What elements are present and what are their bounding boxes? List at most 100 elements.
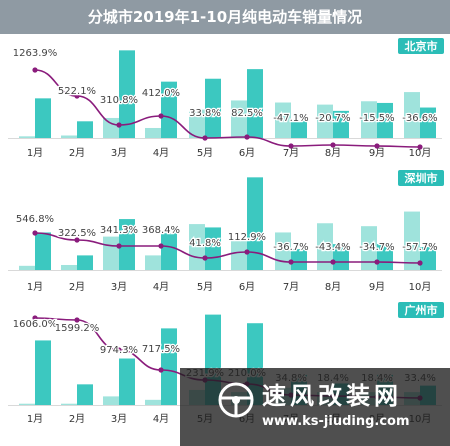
growth-point <box>32 315 38 321</box>
x-tick-label: 5月 <box>197 147 213 159</box>
growth-label: 310.8% <box>100 95 138 106</box>
page-title: 分城市2019年1-10月纯电动车销量情况 <box>87 8 363 26</box>
bar-light <box>19 136 35 138</box>
bar-light <box>103 117 119 138</box>
bar-light <box>145 127 161 138</box>
growth-point <box>202 255 208 261</box>
bar-light <box>189 109 205 138</box>
bar-dark <box>119 358 135 405</box>
growth-label: 112.9% <box>228 232 266 243</box>
growth-label: 41.8% <box>189 238 221 249</box>
bar-light <box>61 403 77 405</box>
bar-dark <box>35 340 51 405</box>
growth-label: -15.5% <box>359 113 394 124</box>
bar-dark <box>35 98 51 138</box>
growth-point <box>244 249 250 255</box>
growth-point <box>116 347 122 353</box>
growth-label: -36.6% <box>402 113 437 124</box>
bar-light <box>61 264 77 270</box>
bar-dark <box>333 244 349 270</box>
x-tick-label: 1月 <box>27 281 43 293</box>
growth-label: 33.8% <box>189 108 221 119</box>
city-tag-bg <box>398 170 444 186</box>
bar-light <box>361 101 377 138</box>
bar-dark <box>377 244 393 270</box>
x-tick-label: 9月 <box>369 281 385 293</box>
growth-label: 322.5% <box>58 228 96 239</box>
x-tick-label: 8月 <box>325 147 341 159</box>
bar-light <box>19 265 35 270</box>
x-tick-label: 2月 <box>69 281 85 293</box>
x-tick-label: 4月 <box>153 147 169 159</box>
growth-label: 82.5% <box>231 108 263 119</box>
growth-point <box>116 243 122 249</box>
growth-point <box>74 317 80 323</box>
watermark-bg <box>180 368 450 446</box>
x-tick-label: 8月 <box>325 281 341 293</box>
growth-label: 412.0% <box>142 88 180 99</box>
x-tick-label: 10月 <box>409 147 432 159</box>
watermark: 速风改装网 www.ks-jiuding.com <box>180 368 450 446</box>
city-tag-bg <box>398 302 444 318</box>
bar-light <box>145 255 161 270</box>
growth-point <box>32 230 38 236</box>
bar-light <box>103 396 119 405</box>
bar-dark <box>333 110 349 138</box>
bar-light <box>317 104 333 138</box>
growth-label: 1606.0% <box>13 319 58 330</box>
bar-light <box>19 403 35 405</box>
growth-point <box>374 259 380 265</box>
growth-line <box>34 69 421 148</box>
x-tick-label: 2月 <box>69 147 85 159</box>
growth-label: -36.7% <box>273 242 308 253</box>
growth-point <box>288 143 294 149</box>
city-tag-label: 北京市 <box>405 39 438 53</box>
city-tag-bg <box>398 38 444 54</box>
x-tick-label: 10月 <box>409 281 432 293</box>
bar-dark <box>291 121 307 138</box>
growth-label: -20.7% <box>315 113 350 124</box>
bar-light <box>61 135 77 138</box>
x-tick-label: 6月 <box>239 147 255 159</box>
growth-point <box>330 259 336 265</box>
x-tick-label: 4月 <box>153 413 169 425</box>
growth-point <box>158 113 164 119</box>
growth-point <box>32 67 38 73</box>
growth-point <box>417 144 423 150</box>
panel-2: 1月 2月 3月 4月 5月 6月 7月 8月 9月 10月 546.8% 322.5% 341.3% 3… <box>8 170 444 293</box>
growth-point <box>202 135 208 141</box>
bar-dark <box>291 249 307 270</box>
x-tick-label: 7月 <box>283 147 299 159</box>
growth-point <box>374 143 380 149</box>
x-tick-label: 5月 <box>197 281 213 293</box>
growth-label: -47.1% <box>273 113 308 124</box>
bar-dark <box>420 247 436 270</box>
growth-point <box>158 243 164 249</box>
city-tag-label: 广州市 <box>405 303 438 317</box>
growth-label: 368.4% <box>142 225 180 236</box>
x-tick-label: 1月 <box>27 147 43 159</box>
growth-point <box>244 134 250 140</box>
bar-dark <box>161 233 177 270</box>
x-tick-label: 1月 <box>27 413 43 425</box>
bar-dark <box>77 255 93 270</box>
city-tag: 北京市 <box>398 38 444 54</box>
x-tick-label: 4月 <box>153 281 169 293</box>
city-tag-label: 深圳市 <box>405 171 438 185</box>
bar-light <box>275 102 291 138</box>
x-tick-label: 3月 <box>111 281 127 293</box>
growth-point <box>158 367 164 373</box>
bar-dark <box>205 78 221 138</box>
bar-dark <box>247 177 263 270</box>
x-tick-label: 6月 <box>239 281 255 293</box>
growth-label: 1599.2% <box>55 323 100 334</box>
bar-dark <box>161 81 177 138</box>
bar-light <box>317 223 333 270</box>
growth-point <box>116 122 122 128</box>
bar-dark <box>247 69 263 138</box>
bar-dark <box>205 227 221 270</box>
growth-label: 522.1% <box>58 86 96 97</box>
x-tick-label: 9月 <box>369 147 385 159</box>
bar-light <box>145 399 161 405</box>
